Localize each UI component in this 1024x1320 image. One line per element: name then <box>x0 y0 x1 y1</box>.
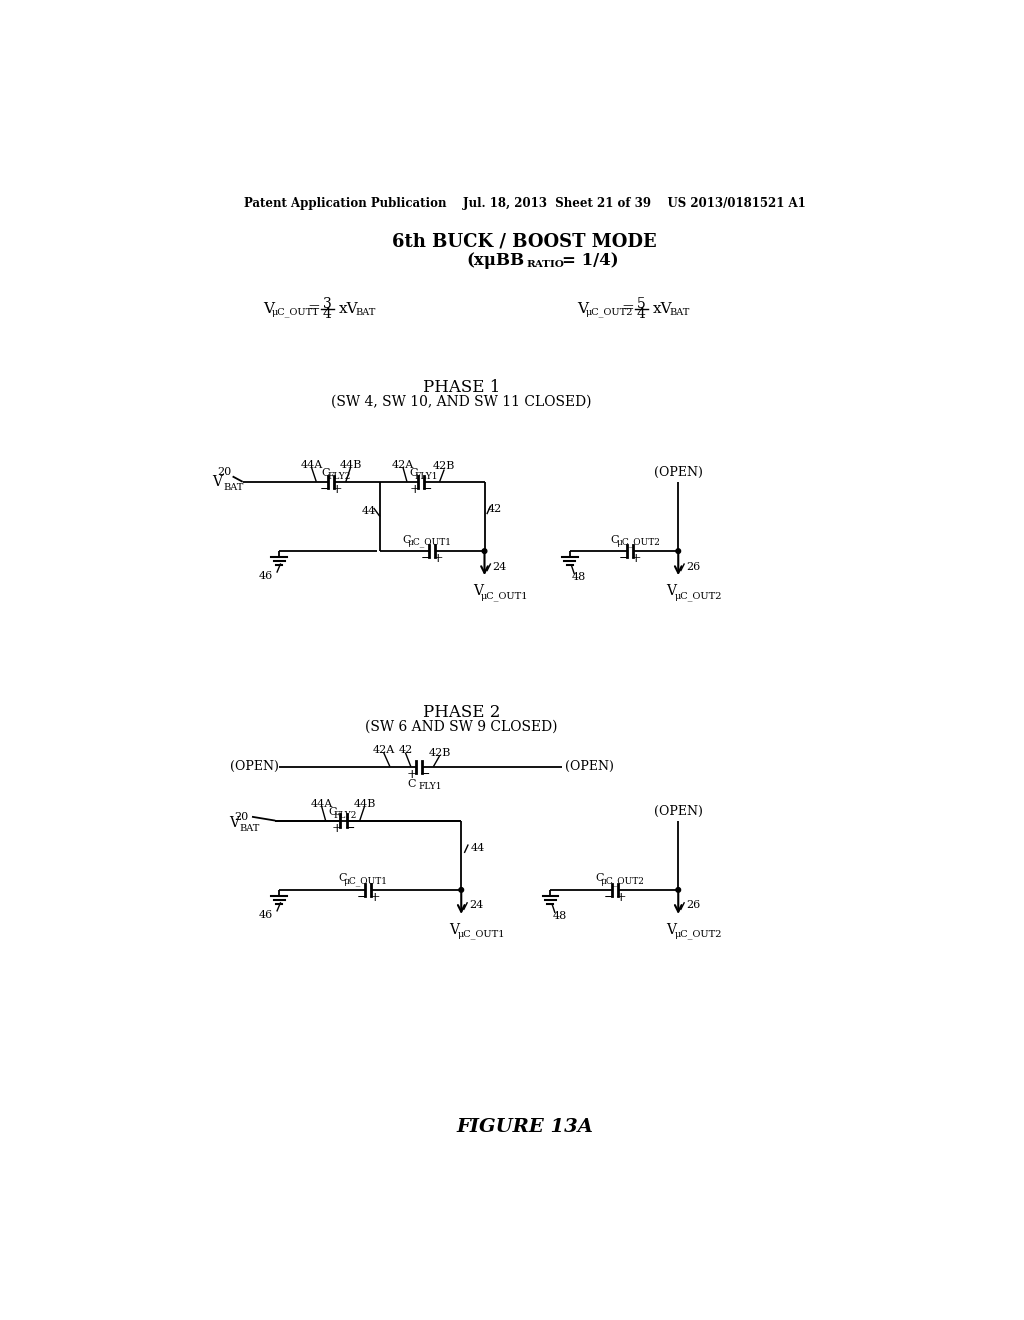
Text: −: − <box>422 483 432 496</box>
Text: BAT: BAT <box>223 483 244 491</box>
Text: μC_OUT2: μC_OUT2 <box>586 308 633 317</box>
Text: +: + <box>332 822 343 834</box>
Text: μC_OUT1: μC_OUT1 <box>409 537 453 548</box>
Circle shape <box>459 887 464 892</box>
Text: 3: 3 <box>323 297 332 312</box>
Text: +: + <box>332 483 343 496</box>
Text: FLY2: FLY2 <box>334 810 356 820</box>
Text: 44B: 44B <box>339 459 361 470</box>
Text: 20: 20 <box>217 467 231 477</box>
Text: 4: 4 <box>637 308 645 321</box>
Text: 44A: 44A <box>301 459 323 470</box>
Text: μC_OUT2: μC_OUT2 <box>675 929 722 940</box>
Text: 42A: 42A <box>392 459 415 470</box>
Text: +: + <box>410 483 420 496</box>
Text: xV: xV <box>652 301 673 315</box>
Text: (OPEN): (OPEN) <box>564 760 613 774</box>
Text: 42: 42 <box>487 504 502 513</box>
Text: FLY2: FLY2 <box>328 473 350 480</box>
Text: 6th BUCK / BOOST MODE: 6th BUCK / BOOST MODE <box>392 232 657 251</box>
Text: μC_OUT2: μC_OUT2 <box>675 591 722 601</box>
Text: V: V <box>450 923 460 937</box>
Text: μC_OUT1: μC_OUT1 <box>480 591 528 601</box>
Text: 5: 5 <box>637 297 645 312</box>
Text: RATIO: RATIO <box>526 260 564 269</box>
Text: μC_OUT2: μC_OUT2 <box>601 876 645 886</box>
Text: −: − <box>421 552 431 565</box>
Text: +: + <box>615 891 627 904</box>
Text: (OPEN): (OPEN) <box>653 805 702 818</box>
Text: 46: 46 <box>259 570 273 581</box>
Text: (SW 4, SW 10, AND SW 11 CLOSED): (SW 4, SW 10, AND SW 11 CLOSED) <box>331 395 592 409</box>
Circle shape <box>482 549 486 553</box>
Text: μC_OUT1: μC_OUT1 <box>344 876 388 886</box>
Text: 42: 42 <box>398 744 413 755</box>
Text: (OPEN): (OPEN) <box>653 466 702 479</box>
Text: −: − <box>344 822 355 834</box>
Text: C: C <box>328 807 337 817</box>
Text: V: V <box>263 301 274 315</box>
Text: C: C <box>408 779 417 788</box>
Text: FLY1: FLY1 <box>415 473 438 480</box>
Text: 26: 26 <box>686 561 700 572</box>
Text: 46: 46 <box>259 909 273 920</box>
Text: 20: 20 <box>233 812 248 822</box>
Text: FLY1: FLY1 <box>419 783 442 791</box>
Text: 42B: 42B <box>433 462 456 471</box>
Text: −: − <box>356 891 368 904</box>
Text: +: + <box>369 891 380 904</box>
Text: C: C <box>611 535 620 545</box>
Text: −: − <box>319 483 330 496</box>
Text: 42B: 42B <box>428 748 451 758</box>
Text: −: − <box>603 891 613 904</box>
Text: = 1/4): = 1/4) <box>562 252 618 269</box>
Text: V: V <box>667 923 677 937</box>
Text: μC_OUT1: μC_OUT1 <box>458 929 505 940</box>
Text: V: V <box>473 585 483 598</box>
Text: BAT: BAT <box>355 308 376 317</box>
Circle shape <box>676 549 681 553</box>
Text: BAT: BAT <box>240 824 260 833</box>
Circle shape <box>676 887 681 892</box>
Text: C: C <box>402 535 412 545</box>
Text: V: V <box>213 475 222 488</box>
Text: 44: 44 <box>471 842 484 853</box>
Text: V: V <box>228 816 239 830</box>
Text: (OPEN): (OPEN) <box>229 760 279 774</box>
Text: 24: 24 <box>469 900 483 911</box>
Text: 44: 44 <box>361 506 376 516</box>
Text: 48: 48 <box>572 573 587 582</box>
Text: (SW 6 AND SW 9 CLOSED): (SW 6 AND SW 9 CLOSED) <box>365 719 557 734</box>
Text: 44A: 44A <box>310 799 333 809</box>
Text: C: C <box>322 469 331 478</box>
Text: FIGURE 13A: FIGURE 13A <box>457 1118 593 1137</box>
Text: μC_OUT2: μC_OUT2 <box>616 537 660 548</box>
Text: 44B: 44B <box>353 799 376 809</box>
Text: −: − <box>420 768 430 781</box>
Text: BAT: BAT <box>669 308 689 317</box>
Text: +: + <box>631 552 642 565</box>
Text: =: = <box>622 301 634 315</box>
Text: V: V <box>578 301 589 315</box>
Text: xV: xV <box>339 301 358 315</box>
Text: 48: 48 <box>553 911 567 921</box>
Text: 26: 26 <box>686 900 700 911</box>
Text: 24: 24 <box>493 561 507 572</box>
Text: PHASE 2: PHASE 2 <box>423 705 500 721</box>
Text: V: V <box>667 585 677 598</box>
Text: Patent Application Publication    Jul. 18, 2013  Sheet 21 of 39    US 2013/01815: Patent Application Publication Jul. 18, … <box>244 197 806 210</box>
Text: C: C <box>339 874 347 883</box>
Text: −: − <box>618 552 630 565</box>
Text: PHASE 1: PHASE 1 <box>423 379 500 396</box>
Text: C: C <box>595 874 604 883</box>
Text: 42A: 42A <box>373 744 395 755</box>
Text: =: = <box>307 301 321 315</box>
Text: +: + <box>433 552 443 565</box>
Text: μC_OUT1: μC_OUT1 <box>271 308 318 317</box>
Text: (xμBB: (xμBB <box>467 252 524 269</box>
Text: C: C <box>410 469 418 478</box>
Text: +: + <box>408 768 418 781</box>
Text: 4: 4 <box>323 308 332 321</box>
